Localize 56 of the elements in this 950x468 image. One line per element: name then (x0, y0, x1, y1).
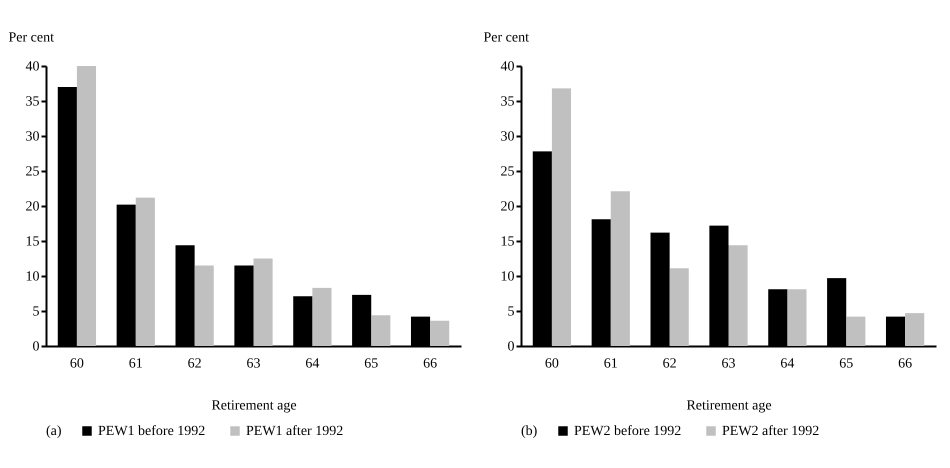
legend-label: PEW1 before 1992 (98, 424, 206, 439)
x-tick-label: 60 (70, 356, 84, 372)
y-tick-label: 10 (26, 270, 40, 284)
bar (610, 191, 630, 346)
x-axis-title: Retirement age (686, 398, 772, 414)
y-tick-label: 5 (32, 304, 40, 320)
x-tick-label: 64 (780, 356, 794, 372)
y-tick-label: 15 (500, 234, 514, 250)
x-tick-label: 65 (364, 356, 378, 372)
y-tick-label: 25 (500, 164, 514, 180)
legend-label: PEW2 after 1992 (722, 424, 820, 439)
bar (312, 288, 332, 346)
x-tick-label: 61 (604, 356, 618, 372)
x-tick-label: 63 (246, 356, 260, 372)
legend-label: PEW2 before 1992 (574, 424, 682, 439)
x-tick-label: 66 (898, 356, 912, 372)
y-tick-label: 30 (500, 130, 514, 144)
y-tick-label: 5 (508, 304, 514, 320)
bar (76, 66, 96, 346)
legend-label: PEW1 after 1992 (246, 424, 344, 439)
y-tick-label: 15 (26, 234, 40, 250)
bar (846, 316, 866, 346)
y-tick-label: 35 (500, 94, 514, 110)
x-tick-label: 62 (188, 356, 202, 372)
y-tick-label: 30 (26, 130, 40, 144)
y-tick-label: 40 (26, 60, 40, 74)
y-tick-label: 10 (500, 270, 514, 284)
bar (371, 315, 390, 346)
x-axis-title: Retirement age (211, 398, 297, 414)
bar (194, 266, 214, 346)
y-tick-label: 25 (26, 164, 40, 180)
y-tick-label: 35 (26, 94, 40, 110)
y-tick-label: 0 (32, 340, 40, 354)
legend-title: (a) (46, 424, 62, 439)
bar (254, 258, 273, 346)
y-tick-label: 20 (500, 200, 514, 214)
y-tick-label: 40 (500, 60, 514, 74)
y-axis-title: Per cent (484, 30, 530, 46)
bar (136, 198, 155, 346)
x-tick-label: 60 (544, 356, 559, 372)
x-tick-label: 61 (128, 356, 143, 372)
y-axis-title: Per cent (8, 30, 54, 46)
x-tick-label: 63 (722, 356, 736, 372)
bar (728, 245, 748, 346)
x-tick-label: 64 (305, 356, 320, 372)
bar (787, 289, 806, 346)
x-tick-label: 62 (662, 356, 677, 372)
x-tick-label: 65 (839, 356, 854, 372)
bar (552, 88, 572, 346)
x-tick-label: 66 (423, 356, 438, 372)
bar (670, 268, 689, 346)
legend-title: (b) (521, 424, 538, 439)
bar (430, 320, 450, 346)
y-tick-label: 0 (508, 340, 514, 354)
y-tick-label: 20 (26, 200, 40, 214)
bar (905, 313, 924, 346)
